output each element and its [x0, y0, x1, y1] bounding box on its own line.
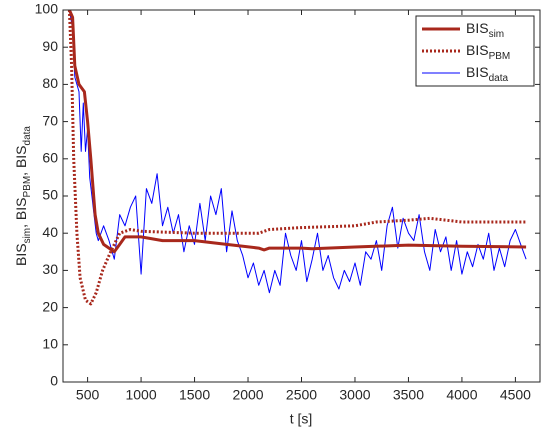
x-tick-label: 1000 — [125, 387, 156, 403]
y-tick-label: 30 — [42, 261, 58, 277]
y-tick-label: 40 — [42, 224, 58, 240]
x-tick-label: 500 — [76, 387, 100, 403]
x-axis-label: t [s] — [290, 411, 313, 427]
x-tick-label: 1500 — [179, 387, 210, 403]
y-tick-label: 10 — [42, 336, 58, 352]
y-tick-label: 90 — [42, 38, 58, 54]
y-axis-label: BISsim, BISPBM, BISdata — [13, 126, 33, 266]
y-tick-label: 100 — [35, 1, 59, 17]
y-tick-label: 70 — [42, 112, 58, 128]
line-bispbm — [67, 10, 527, 306]
line-bissim — [68, 10, 527, 254]
x-tick-label: 4000 — [446, 387, 477, 403]
x-tick-label: 3000 — [339, 387, 370, 403]
x-tick-label: 3500 — [393, 387, 424, 403]
y-tick-label: 0 — [50, 373, 58, 389]
legend-label: BISdata — [466, 64, 508, 84]
y-tick-label: 60 — [42, 150, 58, 166]
y-tick-label: 80 — [42, 75, 58, 91]
plot-frame — [62, 9, 541, 383]
x-tick-label: 2500 — [286, 387, 317, 403]
legend-label: BISsim — [466, 20, 504, 40]
y-tick-label: 20 — [42, 298, 58, 314]
x-tick-label: 4500 — [500, 387, 531, 403]
y-tick-label: 50 — [42, 187, 58, 203]
x-tick-label: 2000 — [232, 387, 263, 403]
legend-label: BISPBM — [466, 42, 510, 62]
